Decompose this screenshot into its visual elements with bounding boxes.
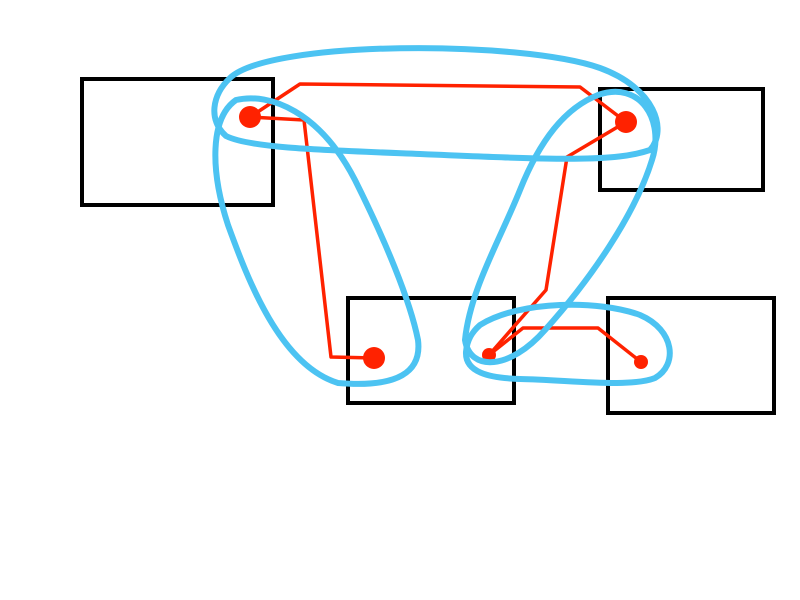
pin-bottom-middle-b bbox=[482, 348, 496, 362]
wire-left-down bbox=[248, 115, 376, 360]
loop-left bbox=[212, 95, 422, 387]
wire-right-down bbox=[487, 120, 628, 357]
loop-top bbox=[211, 45, 661, 162]
pin-top-right bbox=[615, 111, 637, 133]
wire-bottom bbox=[487, 326, 643, 364]
loop-right bbox=[462, 88, 659, 366]
pin-bottom-right bbox=[634, 355, 648, 369]
loop-bottom bbox=[463, 301, 673, 386]
pin-top-left bbox=[239, 106, 261, 128]
box-top-left bbox=[80, 77, 275, 207]
box-bottom-middle bbox=[346, 296, 516, 405]
pin-bottom-middle-a bbox=[363, 347, 385, 369]
box-top-right bbox=[598, 87, 765, 192]
box-bottom-right bbox=[606, 296, 776, 415]
